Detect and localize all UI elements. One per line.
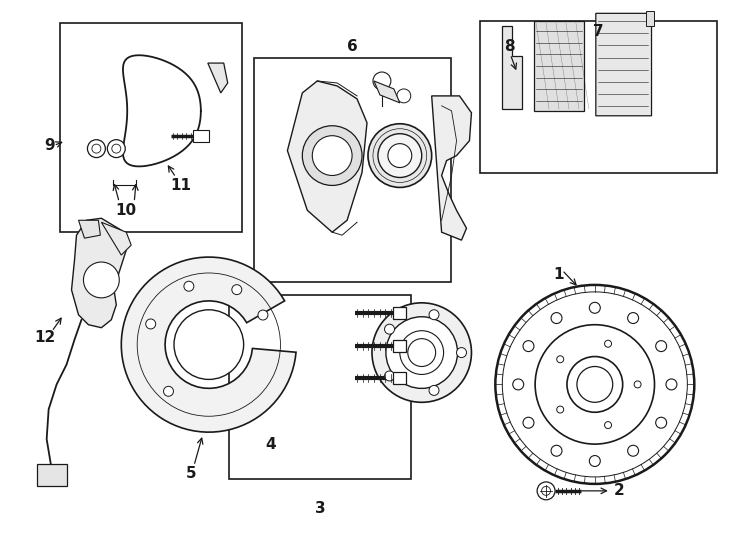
- Text: 6: 6: [346, 39, 357, 53]
- Circle shape: [84, 262, 120, 298]
- Bar: [393, 373, 406, 384]
- Circle shape: [184, 281, 194, 291]
- Text: 7: 7: [594, 24, 604, 39]
- Polygon shape: [374, 81, 400, 103]
- Circle shape: [429, 386, 439, 395]
- Circle shape: [368, 124, 432, 187]
- Circle shape: [386, 317, 457, 388]
- Bar: [229, 295, 411, 479]
- Circle shape: [385, 324, 394, 334]
- Circle shape: [513, 379, 523, 390]
- Text: 5: 5: [186, 467, 196, 482]
- Circle shape: [655, 417, 666, 428]
- Circle shape: [388, 144, 412, 167]
- Text: 8: 8: [504, 39, 515, 53]
- Polygon shape: [432, 96, 471, 240]
- Bar: [481, 21, 717, 172]
- Bar: [193, 130, 208, 141]
- Circle shape: [495, 285, 694, 484]
- Text: 2: 2: [614, 483, 624, 498]
- Circle shape: [605, 340, 611, 347]
- Polygon shape: [208, 63, 228, 93]
- Polygon shape: [79, 220, 101, 238]
- Bar: [37, 464, 67, 486]
- Text: 10: 10: [116, 203, 137, 218]
- Circle shape: [378, 134, 422, 178]
- Circle shape: [551, 446, 562, 456]
- Text: 1: 1: [553, 267, 564, 282]
- Circle shape: [372, 303, 471, 402]
- Circle shape: [429, 310, 439, 320]
- Circle shape: [666, 379, 677, 390]
- Circle shape: [655, 341, 666, 352]
- Bar: [253, 58, 451, 282]
- Circle shape: [523, 417, 534, 428]
- Circle shape: [457, 348, 467, 357]
- Circle shape: [107, 140, 126, 158]
- Circle shape: [634, 381, 641, 388]
- Text: 3: 3: [315, 501, 326, 516]
- Text: 11: 11: [170, 178, 192, 193]
- Circle shape: [551, 313, 562, 323]
- Circle shape: [408, 339, 436, 367]
- Circle shape: [174, 310, 244, 380]
- Circle shape: [537, 482, 555, 500]
- Bar: [646, 11, 653, 26]
- Circle shape: [312, 136, 352, 176]
- Circle shape: [523, 341, 534, 352]
- Text: 12: 12: [34, 330, 55, 345]
- Circle shape: [628, 446, 639, 456]
- Circle shape: [258, 310, 268, 320]
- Text: 4: 4: [265, 437, 276, 451]
- Circle shape: [605, 422, 611, 429]
- Polygon shape: [288, 81, 367, 232]
- Polygon shape: [71, 218, 126, 328]
- Circle shape: [397, 89, 411, 103]
- Text: 9: 9: [44, 138, 55, 153]
- Circle shape: [556, 406, 564, 413]
- Circle shape: [556, 356, 564, 363]
- Circle shape: [232, 285, 241, 295]
- Polygon shape: [502, 26, 522, 109]
- Polygon shape: [596, 14, 652, 116]
- Circle shape: [628, 313, 639, 323]
- Circle shape: [589, 302, 600, 313]
- Circle shape: [589, 456, 600, 467]
- Bar: [393, 340, 406, 352]
- Polygon shape: [121, 257, 296, 432]
- Circle shape: [87, 140, 106, 158]
- Circle shape: [302, 126, 362, 185]
- Circle shape: [373, 72, 391, 90]
- Bar: [59, 23, 241, 232]
- Polygon shape: [534, 21, 584, 111]
- Circle shape: [385, 371, 394, 381]
- Bar: [393, 307, 406, 319]
- Circle shape: [567, 356, 622, 412]
- Polygon shape: [101, 222, 131, 255]
- Circle shape: [164, 386, 173, 396]
- Circle shape: [146, 319, 156, 329]
